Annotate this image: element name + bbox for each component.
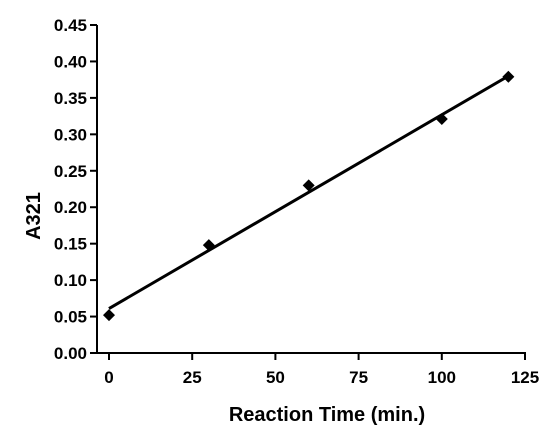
y-axis-title: A321 bbox=[23, 192, 45, 240]
x-tick-label: 100 bbox=[428, 368, 456, 387]
data-point bbox=[202, 239, 215, 252]
x-tick-label: 50 bbox=[266, 368, 285, 387]
y-tick-label: 0.10 bbox=[54, 271, 87, 290]
data-point bbox=[302, 179, 315, 192]
y-tick-label: 0.05 bbox=[54, 308, 87, 327]
y-axis-ticks: 0.00 0.05 0.10 0.15 0.20 0.25 0.30 0.35 0.40 0.45 bbox=[54, 16, 97, 363]
x-tick-label: 75 bbox=[349, 368, 368, 387]
data-point bbox=[435, 113, 448, 126]
x-tick-label: 0 bbox=[104, 368, 113, 387]
y-tick-label: 0.35 bbox=[54, 89, 87, 108]
fit-line bbox=[108, 74, 510, 310]
y-tick-label: 0.30 bbox=[54, 125, 87, 144]
data-point bbox=[502, 70, 515, 83]
x-axis-ticks: 0 25 50 75 100 125 bbox=[104, 353, 539, 387]
x-tick-label: 125 bbox=[511, 368, 539, 387]
y-tick-label: 0.45 bbox=[54, 16, 87, 35]
x-tick-label: 25 bbox=[183, 368, 202, 387]
data-points bbox=[103, 70, 515, 322]
y-tick-label: 0.40 bbox=[54, 52, 87, 71]
y-tick-label: 0.25 bbox=[54, 162, 87, 181]
y-tick-label: 0.00 bbox=[54, 344, 87, 363]
y-tick-label: 0.15 bbox=[54, 235, 87, 254]
y-tick-label: 0.20 bbox=[54, 198, 87, 217]
x-axis-title: Reaction Time (min.) bbox=[229, 404, 425, 426]
data-point bbox=[103, 309, 115, 322]
